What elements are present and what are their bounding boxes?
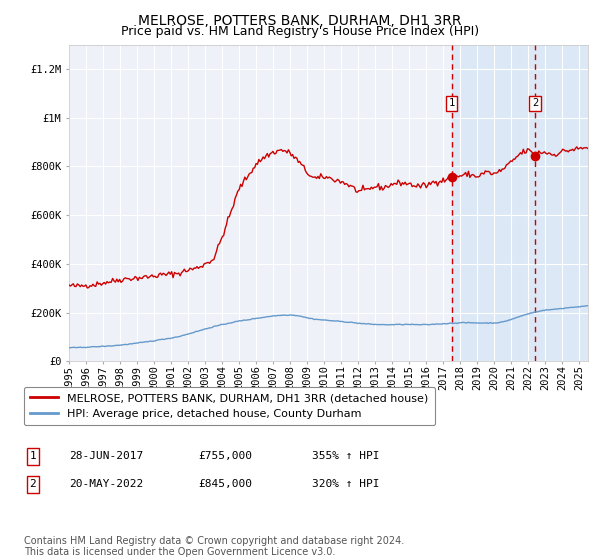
Text: MELROSE, POTTERS BANK, DURHAM, DH1 3RR: MELROSE, POTTERS BANK, DURHAM, DH1 3RR bbox=[138, 14, 462, 28]
Text: 20-MAY-2022: 20-MAY-2022 bbox=[69, 479, 143, 489]
Text: 28-JUN-2017: 28-JUN-2017 bbox=[69, 451, 143, 461]
Text: 1: 1 bbox=[29, 451, 37, 461]
Text: Contains HM Land Registry data © Crown copyright and database right 2024.
This d: Contains HM Land Registry data © Crown c… bbox=[24, 535, 404, 557]
Text: Price paid vs. HM Land Registry's House Price Index (HPI): Price paid vs. HM Land Registry's House … bbox=[121, 25, 479, 38]
Text: 320% ↑ HPI: 320% ↑ HPI bbox=[312, 479, 380, 489]
Text: 2: 2 bbox=[29, 479, 37, 489]
Text: £755,000: £755,000 bbox=[198, 451, 252, 461]
Text: 2: 2 bbox=[532, 98, 538, 108]
Text: £845,000: £845,000 bbox=[198, 479, 252, 489]
Legend: MELROSE, POTTERS BANK, DURHAM, DH1 3RR (detached house), HPI: Average price, det: MELROSE, POTTERS BANK, DURHAM, DH1 3RR (… bbox=[23, 386, 435, 426]
Text: 355% ↑ HPI: 355% ↑ HPI bbox=[312, 451, 380, 461]
Bar bbox=[452, 45, 588, 361]
Text: 1: 1 bbox=[449, 98, 455, 108]
